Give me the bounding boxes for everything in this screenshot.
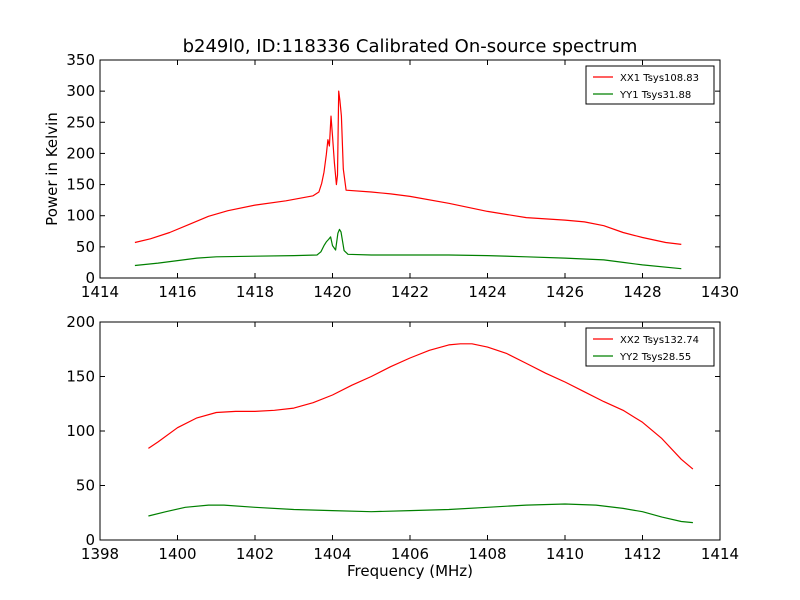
chart-title: b249l0, ID:118336 Calibrated On-source s…	[183, 36, 638, 57]
y-tick-label: 100	[66, 422, 95, 440]
legend-entry: XX2 Tsys132.74	[620, 335, 699, 346]
x-tick-label: 1406	[391, 545, 429, 563]
top-chart: b249l0, ID:118336 Calibrated On-source s…	[43, 36, 739, 301]
x-tick-label: 1422	[391, 283, 429, 301]
x-tick-label: 1404	[313, 545, 351, 563]
series-line-xx1	[134, 90, 682, 245]
y-tick-label: 50	[76, 238, 95, 256]
x-tick-label: 1424	[468, 283, 506, 301]
x-tick-label: 1408	[468, 545, 506, 563]
legend: XX2 Tsys132.74 YY2 Tsys28.55	[585, 327, 715, 367]
y-tick-label: 150	[66, 368, 95, 386]
y-axis-label: Power in Kelvin	[43, 112, 61, 226]
x-tick-label: 1430	[701, 283, 739, 301]
y-tick-label: 0	[85, 531, 95, 549]
x-tick-label: 1414	[81, 283, 119, 301]
x-tick-label: 1428	[623, 283, 661, 301]
legend-entry: YY1 Tsys31.88	[619, 90, 691, 101]
legend-entry: YY2 Tsys28.55	[619, 352, 691, 363]
x-tick-label: 1426	[546, 283, 584, 301]
bottom-chart: Frequency (MHz) 1398 1400 1402 1404 1406 1408…	[66, 313, 739, 580]
legend-entry: XX1 Tsys108.83	[620, 73, 699, 84]
x-axis-label: Frequency (MHz)	[347, 562, 473, 580]
x-tick-label: 1410	[546, 545, 584, 563]
x-tick-label: 1416	[158, 283, 196, 301]
y-tick-label: 50	[76, 477, 95, 495]
series-line-xx2	[148, 343, 694, 470]
x-tick-label: 1398	[81, 545, 119, 563]
x-tick-label: 1412	[623, 545, 661, 563]
y-tick-label: 150	[66, 176, 95, 194]
legend-box	[585, 327, 715, 367]
legend: XX1 Tsys108.83 YY1 Tsys31.88	[585, 65, 715, 105]
x-tick-label: 1418	[236, 283, 274, 301]
plot-area: 1414 1416 1418 1420 1422 1424 1426 1428 1430 0 50 1…	[66, 51, 739, 301]
x-tick-label: 1400	[158, 545, 196, 563]
plot-area: 1398 1400 1402 1404 1406 1408 1410 1412 1414 0 50 1…	[66, 313, 739, 563]
series-line-yy1	[134, 228, 682, 270]
x-tick-label: 1414	[701, 545, 739, 563]
y-tick-label: 100	[66, 207, 95, 225]
y-tick-label: 200	[66, 144, 95, 162]
series-line-yy2	[148, 503, 693, 524]
x-tick-label: 1420	[313, 283, 351, 301]
y-tick-label: 0	[85, 269, 95, 287]
y-tick-label: 250	[66, 113, 95, 131]
x-tick-label: 1402	[236, 545, 274, 563]
legend-box	[585, 65, 715, 105]
y-tick-label: 350	[66, 51, 95, 69]
y-tick-label: 300	[66, 82, 95, 100]
y-tick-label: 200	[66, 313, 95, 331]
